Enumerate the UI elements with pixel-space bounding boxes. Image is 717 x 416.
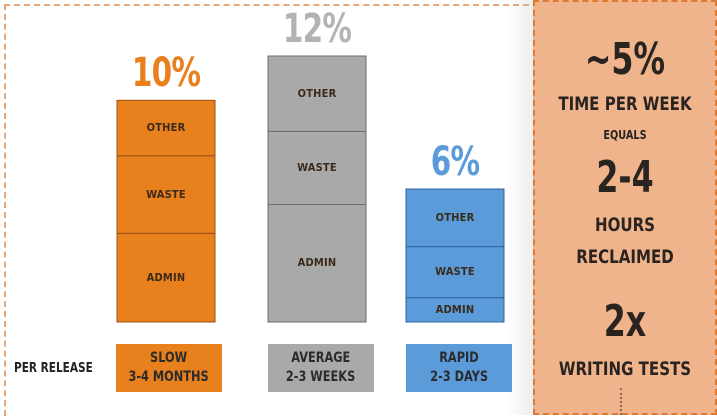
summary-time-per-week: TIME PER WEEK	[558, 93, 692, 115]
summary-reclaimed: RECLAIMED	[576, 246, 674, 268]
summary-hours: HOURS	[594, 214, 656, 236]
total-label-2: 6%	[430, 139, 480, 185]
category-box-2: RAPID 2-3 DAYS	[406, 344, 512, 392]
segment-label-admin-1: ADMIN	[297, 256, 337, 270]
segment-label-admin-0: ADMIN	[146, 270, 186, 284]
bar-segment-waste-1	[267, 130, 367, 206]
dotted-connector	[620, 388, 622, 415]
bar-segment-other-1	[267, 55, 367, 132]
bar-segment-waste-0	[116, 155, 216, 234]
segment-label-admin-2: ADMIN	[435, 302, 475, 316]
category-label-0-0: SLOW	[150, 350, 188, 366]
category-label-1-0: AVERAGE	[291, 350, 351, 366]
category-label-2-1: 2-3 DAYS	[430, 369, 488, 385]
total-label-0: 10%	[131, 50, 201, 97]
dashed-frame	[4, 4, 549, 416]
segment-label-other-0: OTHER	[146, 121, 186, 135]
segment-label-other-1: OTHER	[297, 86, 337, 100]
segment-label-waste-2: WASTE	[435, 265, 475, 279]
row-label: PER RELEASE	[14, 361, 93, 376]
category-box-0: SLOW 3-4 MONTHS	[116, 344, 222, 392]
summary-panel: ~5% TIME PER WEEK EQUALS 2-4 HOURS RECLA…	[533, 0, 717, 415]
bar-segment-admin-1	[267, 204, 367, 323]
category-label-1-1: 2-3 WEEKS	[286, 369, 356, 385]
segment-label-waste-0: WASTE	[146, 187, 186, 201]
bar-segment-admin-0	[116, 232, 216, 323]
segment-label-other-2: OTHER	[435, 210, 475, 224]
summary-hours-range: 2-4	[596, 152, 654, 203]
category-label-2-0: RAPID	[439, 350, 479, 366]
summary-percent: ~5%	[584, 34, 666, 85]
bar-segment-other-2	[405, 188, 505, 248]
category-box-1: AVERAGE 2-3 WEEKS	[268, 344, 374, 392]
summary-equals: EQUALS	[603, 128, 647, 142]
summary-multiplier: 2x	[603, 296, 647, 347]
total-label-1: 12%	[282, 6, 352, 52]
bar-segment-other-0	[116, 99, 216, 157]
category-label-0-1: 3-4 MONTHS	[128, 369, 210, 385]
segment-label-waste-1: WASTE	[297, 160, 337, 174]
summary-writing-tests: WRITING TESTS	[558, 358, 692, 380]
